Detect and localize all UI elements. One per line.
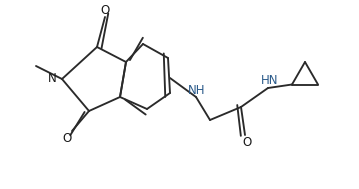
Text: O: O: [62, 132, 72, 146]
Text: NH: NH: [188, 84, 206, 97]
Text: N: N: [48, 73, 57, 85]
Text: O: O: [101, 4, 109, 16]
Text: O: O: [242, 136, 252, 149]
Text: HN: HN: [261, 74, 279, 88]
